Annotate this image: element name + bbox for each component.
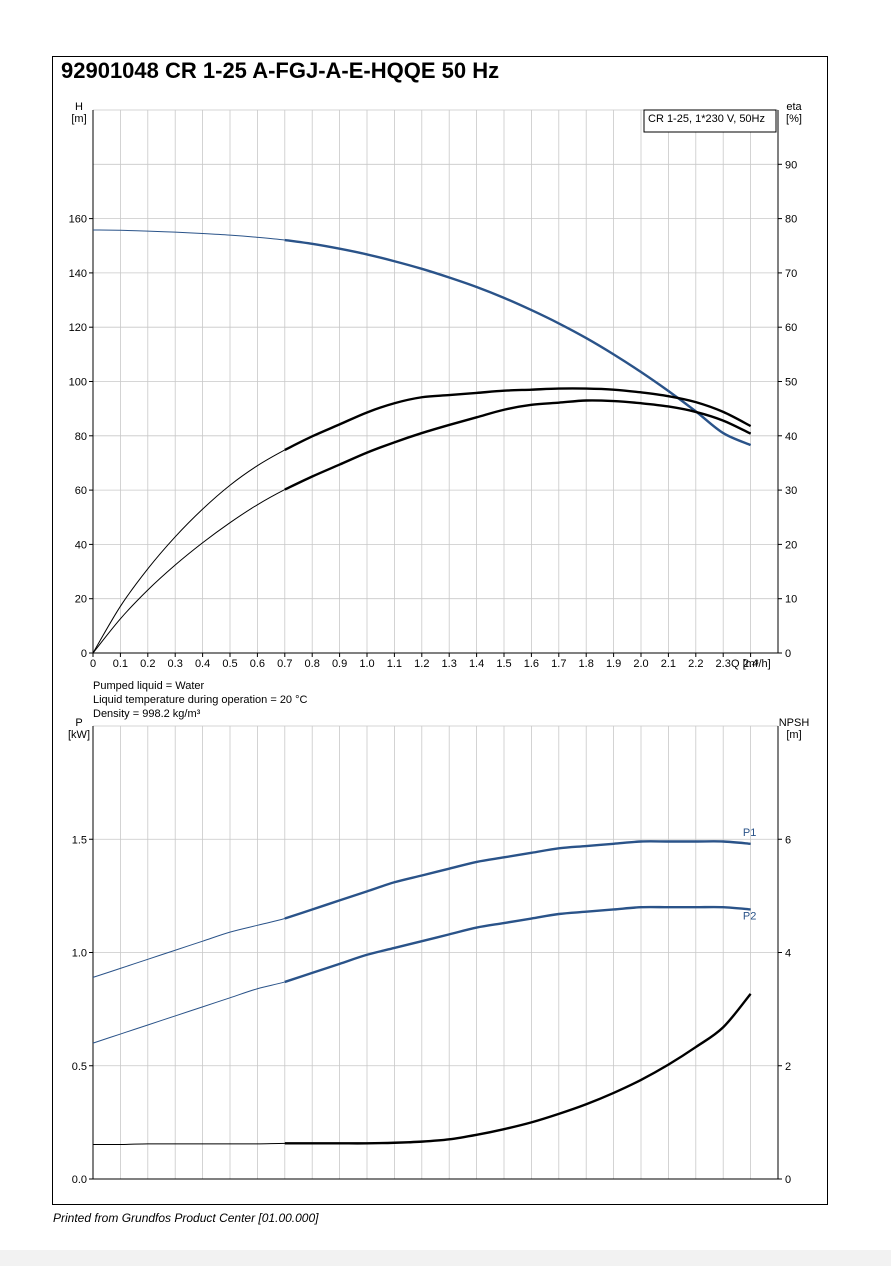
y-tick-label-left: 1.0 bbox=[72, 948, 87, 960]
x-tick-label: 1.3 bbox=[442, 658, 457, 670]
y-tick-label-right: 6 bbox=[785, 834, 791, 846]
y-axis-unit-right: [m] bbox=[786, 729, 801, 741]
series-line-duty-range bbox=[284, 905, 751, 984]
legend-text: CR 1-25, 1*230 V, 50Hz bbox=[648, 113, 765, 125]
x-tick-label: 0.5 bbox=[222, 658, 237, 670]
y-tick-label-right: 90 bbox=[785, 159, 797, 171]
y-tick-label-right: 10 bbox=[785, 594, 797, 606]
y-axis-label-left: H bbox=[75, 101, 83, 113]
x-tick-label: 1.4 bbox=[469, 658, 484, 670]
y-tick-label-right: 0 bbox=[785, 648, 791, 660]
y-axis-unit-left: [m] bbox=[71, 113, 86, 125]
y-tick-label-right: 70 bbox=[785, 268, 797, 280]
series-label: P2 bbox=[743, 910, 756, 922]
x-tick-label: 1.7 bbox=[551, 658, 566, 670]
y-tick-label-right: 0 bbox=[785, 1174, 791, 1186]
y-tick-label-left: 100 bbox=[69, 377, 87, 389]
y-axis-unit-left: [kW] bbox=[68, 729, 90, 741]
x-tick-label: 0.8 bbox=[305, 658, 320, 670]
x-tick-label: 0.7 bbox=[277, 658, 292, 670]
x-tick-label: 2.3 bbox=[716, 658, 731, 670]
series-label: P1 bbox=[743, 827, 756, 839]
liquid-info-line: Liquid temperature during operation = 20… bbox=[93, 694, 308, 706]
x-axis-label: Q [m³/h] bbox=[731, 658, 771, 670]
y-tick-label-left: 40 bbox=[75, 539, 87, 551]
x-tick-label: 1.1 bbox=[387, 658, 402, 670]
y-tick-label-left: 80 bbox=[75, 431, 87, 443]
chart-frame bbox=[52, 56, 828, 1205]
liquid-info-line: Density = 998.2 kg/m³ bbox=[93, 708, 201, 720]
x-tick-label: 1.0 bbox=[359, 658, 374, 670]
footer-note: Printed from Grundfos Product Center [01… bbox=[53, 1211, 319, 1225]
x-tick-label: 0.2 bbox=[140, 658, 155, 670]
x-tick-label: 0.9 bbox=[332, 658, 347, 670]
y-tick-label-right: 60 bbox=[785, 322, 797, 334]
y-axis-unit-right: [%] bbox=[786, 113, 802, 125]
series-line-duty-range bbox=[284, 993, 752, 1145]
y-axis-label-right: NPSH bbox=[779, 717, 810, 729]
x-tick-label: 1.2 bbox=[414, 658, 429, 670]
liquid-info-line: Pumped liquid = Water bbox=[93, 680, 205, 692]
series-line-duty-range bbox=[284, 387, 752, 451]
y-tick-label-left: 160 bbox=[69, 214, 87, 226]
y-tick-label-left: 20 bbox=[75, 594, 87, 606]
x-tick-label: 2.2 bbox=[688, 658, 703, 670]
y-axis-label-left: P bbox=[75, 717, 82, 729]
x-tick-label: 0.4 bbox=[195, 658, 210, 670]
y-tick-label-left: 60 bbox=[75, 485, 87, 497]
y-tick-label-left: 120 bbox=[69, 322, 87, 334]
x-tick-label: 1.6 bbox=[524, 658, 539, 670]
y-tick-label-right: 30 bbox=[785, 485, 797, 497]
series-line-duty-range bbox=[284, 840, 751, 920]
y-tick-label-right: 2 bbox=[785, 1061, 791, 1073]
series-line-duty-range bbox=[284, 238, 752, 447]
x-tick-label: 0.3 bbox=[168, 658, 183, 670]
y-tick-label-left: 0.5 bbox=[72, 1061, 87, 1073]
legend-box bbox=[643, 109, 777, 133]
x-tick-label: 2.1 bbox=[661, 658, 676, 670]
x-tick-label: 0.6 bbox=[250, 658, 265, 670]
x-tick-label: 0.1 bbox=[113, 658, 128, 670]
y-tick-label-left: 0.0 bbox=[72, 1174, 87, 1186]
y-tick-label-right: 20 bbox=[785, 539, 797, 551]
y-tick-label-right: 4 bbox=[785, 948, 791, 960]
y-tick-label-right: 50 bbox=[785, 377, 797, 389]
x-tick-label: 2.0 bbox=[633, 658, 648, 670]
y-tick-label-right: 40 bbox=[785, 431, 797, 443]
x-tick-label: 0 bbox=[90, 658, 96, 670]
x-tick-label: 2.4 bbox=[743, 658, 758, 670]
x-tick-label: 1.9 bbox=[606, 658, 621, 670]
y-tick-label-left: 140 bbox=[69, 268, 87, 280]
y-tick-label-right: 80 bbox=[785, 214, 797, 226]
y-tick-label-left: 1.5 bbox=[72, 834, 87, 846]
x-tick-label: 1.8 bbox=[579, 658, 594, 670]
y-axis-label-right: eta bbox=[786, 101, 802, 113]
series-line-duty-range bbox=[284, 399, 752, 491]
x-tick-label: 1.5 bbox=[496, 658, 511, 670]
page-title: 92901048 CR 1-25 A-FGJ-A-E-HQQE 50 Hz bbox=[61, 58, 500, 83]
y-tick-label-left: 0 bbox=[81, 648, 87, 660]
